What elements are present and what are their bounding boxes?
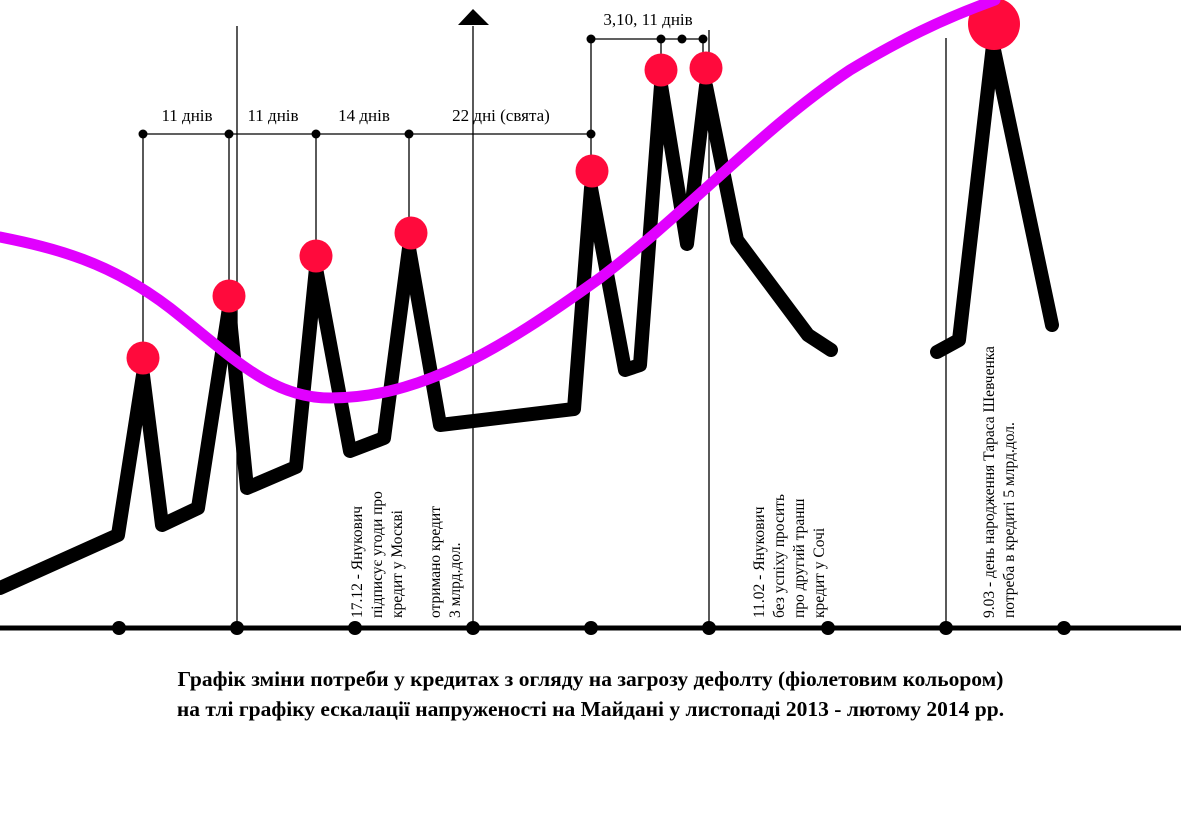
annotation-credit: отримано кредит 3 млрд.дол. [427, 502, 464, 618]
tension-diagram: 11 днів 11 днів 14 днів 22 дні (свята) 3… [0, 0, 1181, 635]
axis-tick [584, 621, 598, 635]
interval-label: 3,10, 11 днів [603, 10, 692, 29]
peak-marker [126, 341, 160, 375]
interval-label: 14 днів [338, 106, 390, 125]
interval-label: 22 дні (свята) [452, 106, 550, 125]
annotation-line: 9.03 - день народження Тараса Шевченка [981, 346, 998, 618]
interval-dot [677, 34, 687, 44]
axis-tick [466, 621, 480, 635]
up-arrow-icon [458, 9, 489, 25]
annotation-line: 11.02 - Янукович [751, 506, 768, 618]
annotation-1102: 11.02 - Янукович без успіху просить про … [751, 490, 828, 618]
interval-dot [404, 129, 414, 139]
interval-dot [138, 129, 148, 139]
annotation-line: без успіху просить [771, 494, 788, 618]
peak-marker [689, 51, 723, 85]
peak-marker [644, 53, 678, 87]
interval-dot [586, 34, 596, 44]
interval-dot [656, 34, 666, 44]
interval-dot [224, 129, 234, 139]
annotation-0903: 9.03 - день народження Тараса Шевченка п… [981, 342, 1018, 618]
caption-line: Графік зміни потреби у кредитах з огляду… [177, 667, 1004, 691]
peak-markers [126, 0, 1020, 375]
annotation-line: 17.12 - Янукович [349, 506, 366, 618]
axis-tick [112, 621, 126, 635]
interval-dot [586, 129, 596, 139]
axis-tick [939, 621, 953, 635]
annotation-line: підписує угоди про [369, 491, 386, 618]
figure-caption: Графік зміни потреби у кредитах з огляду… [0, 664, 1181, 724]
annotation-1712: 17.12 - Янукович підписує угоди про кред… [349, 487, 406, 618]
axis-tick [230, 621, 244, 635]
caption-line: на тлі графіку ескалації напруженості на… [176, 697, 1005, 721]
peak-marker [212, 279, 246, 313]
interval-dot [698, 34, 708, 44]
interval-label: 11 днів [247, 106, 298, 125]
annotation-line: потреба в кредиті 5 млрд.дол. [1001, 422, 1018, 618]
interval-dots [138, 34, 708, 139]
peak-marker [575, 154, 609, 188]
tension-segment [0, 78, 838, 595]
interval-dot [311, 129, 321, 139]
annotation-line: отримано кредит [427, 506, 444, 618]
credit-need-curve [0, 0, 1001, 404]
annotation-line: кредит у Москві [389, 509, 406, 618]
annotation-line: про другий транш [791, 498, 808, 618]
peak-marker [299, 239, 333, 273]
axis-ticks [112, 621, 1071, 635]
tension-segment [930, 38, 1059, 359]
axis-tick [821, 621, 835, 635]
interval-label: 11 днів [161, 106, 212, 125]
axis-tick [348, 621, 362, 635]
axis-tick [702, 621, 716, 635]
annotation-line: 3 млрд.дол. [447, 542, 464, 618]
peak-marker [968, 0, 1020, 50]
tension-line [0, 38, 1059, 595]
peak-marker [394, 216, 428, 250]
axis-tick [1057, 621, 1071, 635]
annotation-line: кредит у Сочі [811, 527, 828, 618]
